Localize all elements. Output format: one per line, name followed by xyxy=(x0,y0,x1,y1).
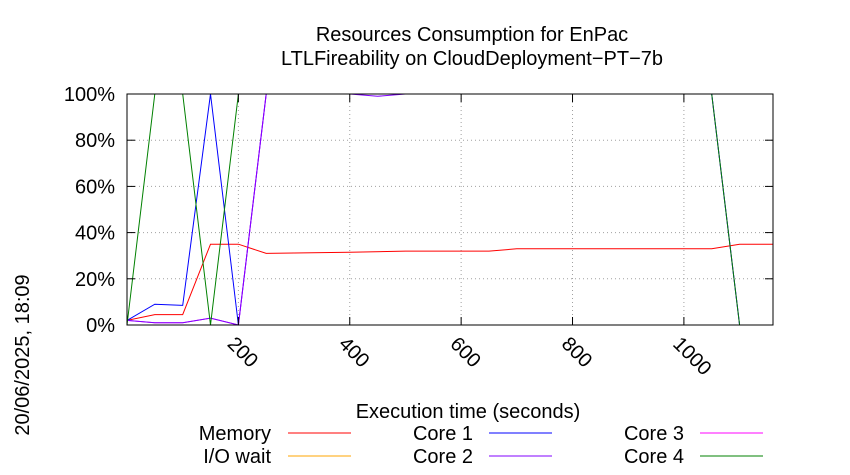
chart-subtitle: LTLFireability on CloudDeployment−PT−7b xyxy=(281,48,663,70)
series-layer xyxy=(126,93,773,326)
x-tick-label: 600 xyxy=(446,333,485,372)
x-tick-label: 1000 xyxy=(668,333,715,380)
y-tick-label: 40% xyxy=(75,223,115,245)
y-tick-label: 0% xyxy=(86,315,115,337)
grid-layer xyxy=(127,93,773,326)
y-tick-label: 100% xyxy=(64,84,115,106)
legend-label-i-o-wait: I/O wait xyxy=(203,446,271,468)
series-line-core-2 xyxy=(126,93,773,326)
x-tick-label: 400 xyxy=(334,333,373,372)
y-tick-label: 60% xyxy=(75,176,115,198)
series-line-core-3 xyxy=(126,93,773,326)
plot-frame xyxy=(126,93,774,326)
x-tick-label: 800 xyxy=(557,333,596,372)
y-tick-label: 80% xyxy=(75,130,115,152)
legend-label-core-1: Core 1 xyxy=(413,423,473,445)
series-line-core-1 xyxy=(126,93,773,326)
series-line-core-4 xyxy=(126,93,773,326)
legend-label-core-4: Core 4 xyxy=(624,446,684,468)
legend-label-core-2: Core 2 xyxy=(413,446,473,468)
tick-layer: 0% 20% 40% 60% 80% 100% 200 400 600 800 1000 xyxy=(64,84,773,380)
timestamp-label: 20/06/2025, 18:09 xyxy=(12,274,34,435)
legend-label-core-3: Core 3 xyxy=(624,423,684,445)
legend-label-memory: Memory xyxy=(199,423,271,445)
x-tick-label: 200 xyxy=(223,333,262,372)
y-tick-label: 20% xyxy=(75,269,115,291)
series-line-memory xyxy=(126,243,773,321)
x-axis-label: Execution time (seconds) xyxy=(356,401,581,423)
chart-title: Resources Consumption for EnPac xyxy=(316,24,628,46)
